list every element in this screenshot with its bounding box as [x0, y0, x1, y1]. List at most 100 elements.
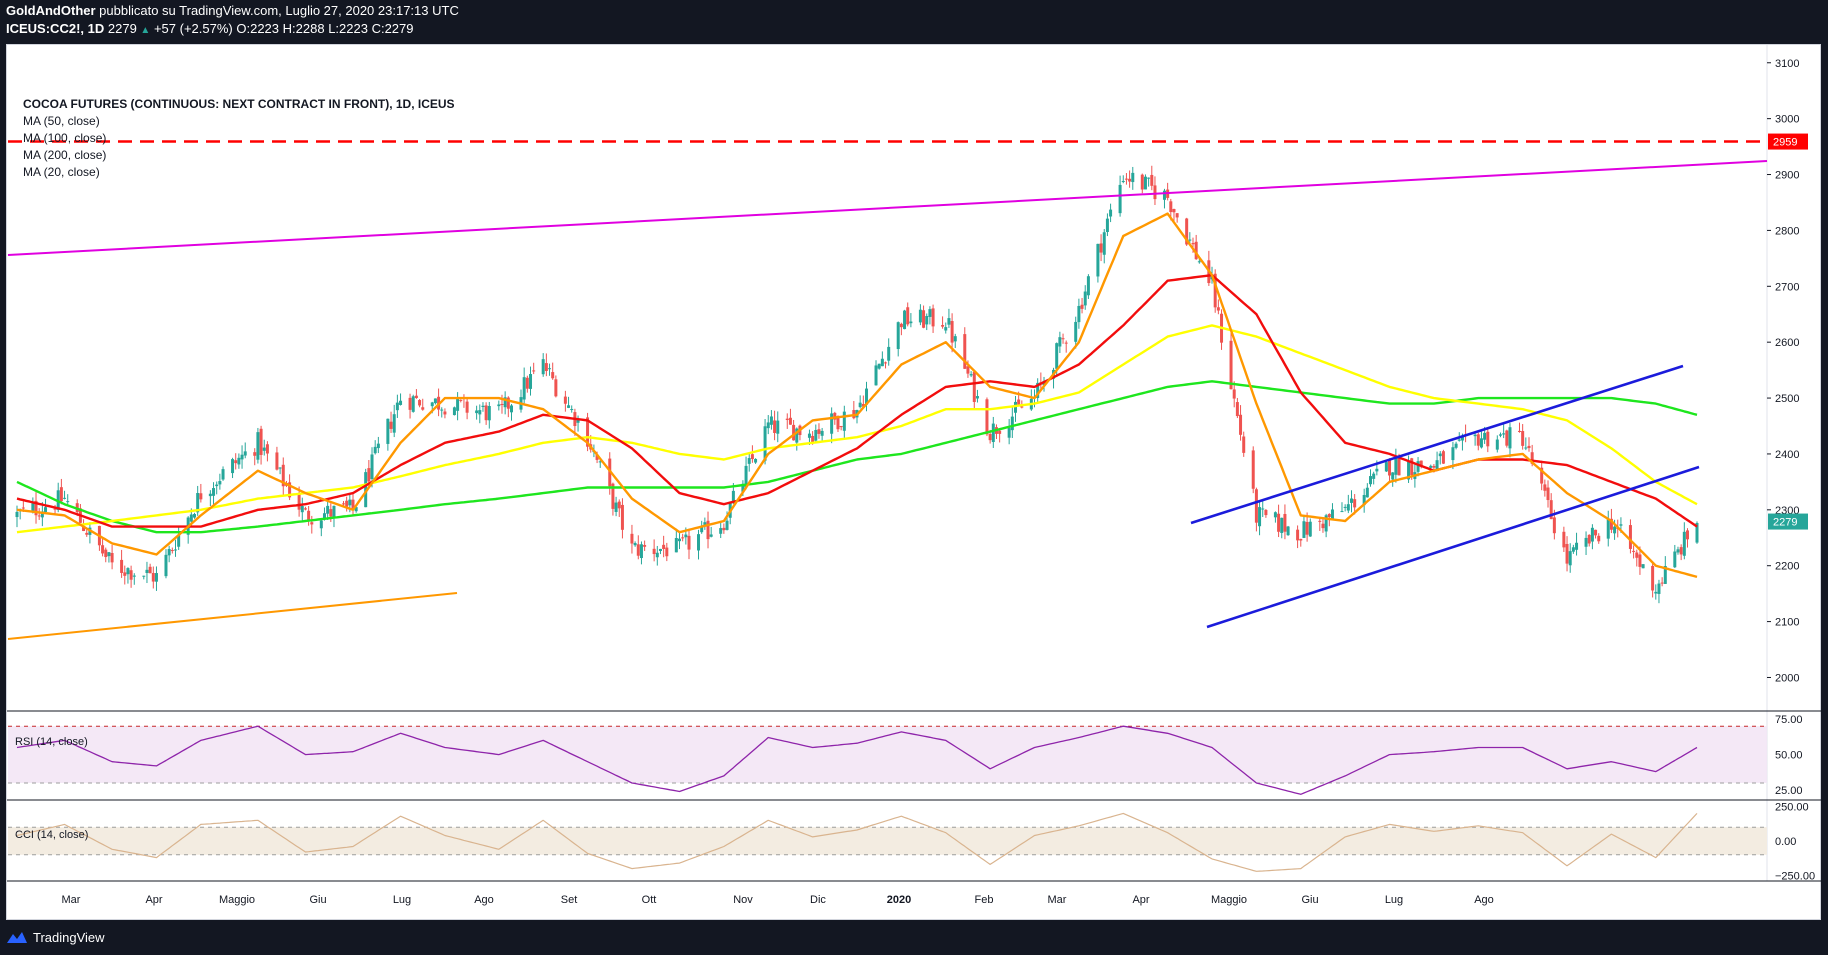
- price-tick-label: 2300: [1775, 505, 1799, 517]
- candle-body: [1080, 304, 1084, 309]
- candle-body: [1502, 433, 1506, 435]
- candle-body: [1346, 504, 1350, 511]
- candle-body: [643, 544, 647, 547]
- candle-body: [1150, 174, 1154, 186]
- candle-body: [31, 503, 35, 512]
- candle-body: [1286, 526, 1290, 536]
- candle-body: [1486, 431, 1490, 447]
- ohlc-o-label: O:: [236, 21, 251, 36]
- candle-body: [567, 405, 571, 408]
- candle-body: [570, 409, 574, 411]
- candle-body: [1194, 241, 1198, 260]
- candle-body: [215, 484, 219, 487]
- candle-body: [145, 569, 149, 573]
- candle-body: [1147, 177, 1151, 179]
- candle-body: [1124, 178, 1128, 180]
- up-triangle-icon: ▲: [140, 25, 151, 36]
- candle-body: [998, 430, 1002, 434]
- candle-body: [1153, 185, 1157, 200]
- candle-body: [662, 544, 666, 549]
- candle-body: [345, 500, 349, 507]
- candle-body: [1058, 337, 1062, 347]
- legend-study-ma20[interactable]: MA (20, close): [23, 165, 100, 179]
- price-tick-label: 2900: [1775, 170, 1799, 182]
- candle-body: [1435, 460, 1439, 471]
- candle-body: [1546, 487, 1550, 501]
- price-tick-label: 2500: [1775, 393, 1799, 405]
- candle-body: [725, 520, 729, 530]
- candle-body: [1343, 506, 1347, 508]
- candle-body: [1261, 508, 1265, 510]
- candle-body: [1543, 484, 1547, 491]
- candlestick-series: [15, 165, 1699, 604]
- candle-body: [370, 454, 374, 480]
- candle-body: [63, 497, 67, 499]
- candle-body: [40, 511, 44, 518]
- candle-body: [177, 534, 181, 547]
- candle-body: [687, 535, 691, 550]
- time-tick-label: Apr: [145, 894, 162, 906]
- candle-body: [636, 544, 640, 556]
- candle-body: [1061, 338, 1065, 340]
- candle-body: [154, 573, 158, 582]
- candle-body: [1530, 452, 1534, 464]
- candle-body: [887, 346, 891, 361]
- candle-body: [614, 502, 618, 512]
- candle-body: [842, 411, 846, 431]
- candle-body: [506, 397, 510, 409]
- candle-body: [465, 401, 469, 413]
- candle-body: [1017, 399, 1021, 405]
- candle-body: [1077, 305, 1081, 323]
- candle-body: [1340, 511, 1344, 513]
- legend-study-ma200[interactable]: MA (200, close): [23, 148, 107, 162]
- candle-body: [880, 358, 884, 367]
- tradingview-logo[interactable]: TradingView: [6, 929, 105, 945]
- time-tick-label: Maggio: [1211, 894, 1247, 906]
- price-tick-label: 3100: [1775, 58, 1799, 70]
- cci-line: [16, 812, 1698, 872]
- candle-body: [196, 493, 200, 513]
- candle-body: [1273, 512, 1277, 518]
- author-name[interactable]: GoldAndOther: [6, 3, 96, 18]
- candle-body: [1302, 521, 1306, 538]
- candle-body: [1308, 521, 1312, 537]
- candle-body: [126, 568, 130, 575]
- candle-body: [1429, 465, 1433, 468]
- candle-body: [243, 451, 247, 456]
- time-tick-label: Dic: [810, 894, 826, 906]
- candle-body: [1441, 451, 1445, 464]
- tradingview-brand: TradingView: [33, 929, 105, 945]
- symbol-line: ICEUS:CC2!, 1D 2279 ▲ +57 (+2.57%) O:222…: [6, 22, 414, 38]
- candle-body: [259, 428, 263, 455]
- candle-body: [925, 316, 929, 325]
- candle-body: [1277, 513, 1281, 532]
- candle-body: [1483, 432, 1487, 440]
- candle-body: [1391, 472, 1395, 480]
- candle-body: [1305, 521, 1309, 535]
- candle-body: [909, 321, 913, 324]
- candle-body: [1318, 520, 1322, 522]
- candle-body: [1651, 565, 1655, 591]
- legend-study-ma50[interactable]: MA (50, close): [23, 114, 100, 128]
- candle-body: [1609, 518, 1613, 530]
- candle-body: [34, 500, 38, 516]
- candle-body: [326, 505, 330, 514]
- chart-canvas[interactable]: 2000 2100 2200 2300 2400 2500 2600 2700 2800 2900…: [7, 45, 1822, 921]
- candle-body: [1213, 273, 1217, 308]
- candle-body: [1597, 535, 1601, 542]
- cci-label[interactable]: CCI (14, close): [15, 829, 89, 841]
- candle-body: [132, 575, 136, 577]
- rsi-label[interactable]: RSI (14, close): [15, 736, 88, 748]
- candle-body: [1349, 498, 1353, 503]
- candle-body: [189, 514, 193, 522]
- candle-body: [839, 426, 843, 428]
- candle-body: [1327, 514, 1331, 518]
- time-tick-label: Maggio: [219, 894, 255, 906]
- legend-title: COCOA FUTURES (CONTINUOUS: NEXT CONTRACT…: [23, 97, 455, 111]
- chart-frame[interactable]: 2000 2100 2200 2300 2400 2500 2600 2700 2800 2900…: [6, 44, 1822, 921]
- candle-body: [684, 534, 688, 538]
- legend-study-ma100[interactable]: MA (100, close): [23, 131, 107, 145]
- candle-body: [1283, 513, 1287, 532]
- candle-body: [611, 483, 615, 509]
- candle-body: [288, 482, 292, 498]
